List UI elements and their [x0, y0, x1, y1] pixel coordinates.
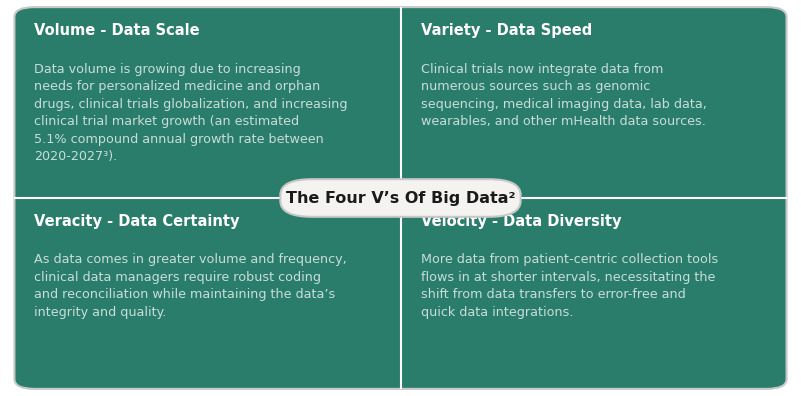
FancyBboxPatch shape [14, 7, 787, 389]
Text: Veracity - Data Certainty: Veracity - Data Certainty [34, 214, 240, 229]
Text: Volume - Data Scale: Volume - Data Scale [34, 23, 200, 38]
Text: The Four V’s Of Big Data²: The Four V’s Of Big Data² [286, 190, 515, 206]
Text: Data volume is growing due to increasing
needs for personalized medicine and orp: Data volume is growing due to increasing… [34, 63, 348, 163]
Text: Clinical trials now integrate data from
numerous sources such as genomic
sequenc: Clinical trials now integrate data from … [421, 63, 706, 128]
Text: Variety - Data Speed: Variety - Data Speed [421, 23, 592, 38]
Text: As data comes in greater volume and frequency,
clinical data managers require ro: As data comes in greater volume and freq… [34, 253, 347, 319]
FancyBboxPatch shape [280, 179, 521, 217]
Text: Velocity - Data Diversity: Velocity - Data Diversity [421, 214, 621, 229]
Text: More data from patient-centric collection tools
flows in at shorter intervals, n: More data from patient-centric collectio… [421, 253, 718, 319]
